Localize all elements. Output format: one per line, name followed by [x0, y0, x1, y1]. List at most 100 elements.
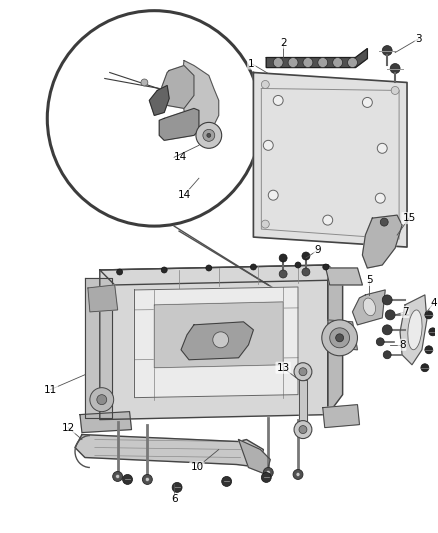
Text: 4: 4 — [431, 298, 437, 308]
Circle shape — [318, 58, 328, 68]
Circle shape — [206, 265, 212, 271]
Text: 14: 14 — [174, 152, 187, 162]
Circle shape — [323, 215, 333, 225]
Circle shape — [382, 325, 392, 335]
Text: 10: 10 — [191, 463, 204, 472]
Polygon shape — [159, 108, 199, 140]
Circle shape — [123, 474, 133, 484]
Polygon shape — [88, 285, 118, 312]
Polygon shape — [400, 295, 427, 365]
Circle shape — [116, 474, 120, 479]
Circle shape — [251, 264, 256, 270]
Polygon shape — [239, 440, 270, 474]
Circle shape — [383, 351, 391, 359]
Circle shape — [261, 472, 271, 482]
Polygon shape — [100, 265, 328, 419]
Polygon shape — [353, 290, 385, 325]
Text: 2: 2 — [280, 38, 286, 47]
Ellipse shape — [363, 298, 375, 316]
Circle shape — [376, 338, 384, 346]
Ellipse shape — [408, 310, 422, 350]
Circle shape — [97, 394, 107, 405]
Circle shape — [294, 421, 312, 439]
Circle shape — [296, 472, 300, 477]
Polygon shape — [100, 265, 343, 285]
Polygon shape — [328, 265, 343, 415]
Circle shape — [348, 58, 357, 68]
Polygon shape — [80, 411, 131, 433]
Polygon shape — [299, 379, 307, 422]
Text: 9: 9 — [314, 245, 321, 255]
Circle shape — [203, 130, 215, 141]
Text: 15: 15 — [403, 213, 416, 223]
Circle shape — [113, 472, 123, 481]
Circle shape — [322, 320, 357, 356]
Polygon shape — [85, 278, 112, 417]
Polygon shape — [328, 320, 357, 350]
Polygon shape — [181, 322, 254, 360]
Text: 5: 5 — [366, 275, 373, 285]
Circle shape — [273, 58, 283, 68]
Polygon shape — [75, 434, 263, 467]
Text: 8: 8 — [399, 340, 406, 350]
Circle shape — [425, 311, 433, 319]
Polygon shape — [326, 268, 362, 285]
Text: 6: 6 — [171, 495, 177, 504]
Circle shape — [362, 98, 372, 108]
Circle shape — [261, 220, 269, 228]
Circle shape — [391, 226, 399, 234]
Circle shape — [293, 470, 303, 480]
Circle shape — [263, 140, 273, 150]
Polygon shape — [134, 287, 298, 398]
Circle shape — [391, 86, 399, 94]
Circle shape — [273, 95, 283, 106]
Circle shape — [142, 474, 152, 484]
Circle shape — [302, 252, 310, 260]
Circle shape — [390, 63, 400, 74]
Circle shape — [380, 218, 388, 226]
Circle shape — [161, 267, 167, 273]
Circle shape — [47, 11, 261, 226]
Text: 11: 11 — [44, 385, 57, 394]
Circle shape — [377, 143, 387, 154]
Circle shape — [302, 268, 310, 276]
Text: 14: 14 — [177, 190, 191, 200]
Circle shape — [375, 193, 385, 203]
Polygon shape — [181, 61, 219, 131]
Circle shape — [421, 364, 429, 372]
Circle shape — [279, 270, 287, 278]
Polygon shape — [266, 49, 367, 68]
Circle shape — [382, 46, 392, 55]
Circle shape — [385, 310, 395, 320]
Circle shape — [261, 80, 269, 88]
Circle shape — [333, 58, 343, 68]
Polygon shape — [362, 215, 402, 268]
Polygon shape — [154, 302, 283, 368]
Text: 1: 1 — [248, 59, 255, 69]
Circle shape — [207, 133, 211, 138]
Circle shape — [145, 478, 149, 481]
Circle shape — [288, 58, 298, 68]
Text: 3: 3 — [416, 34, 422, 44]
Polygon shape — [149, 85, 169, 116]
Circle shape — [295, 262, 301, 268]
Circle shape — [268, 190, 278, 200]
Circle shape — [172, 482, 182, 492]
Circle shape — [323, 264, 329, 270]
Text: 13: 13 — [276, 363, 290, 373]
Circle shape — [279, 254, 287, 262]
Circle shape — [382, 295, 392, 305]
Circle shape — [222, 477, 232, 487]
Circle shape — [117, 269, 123, 275]
Circle shape — [299, 368, 307, 376]
Circle shape — [336, 334, 343, 342]
Circle shape — [266, 471, 270, 474]
Text: 7: 7 — [402, 307, 408, 317]
Polygon shape — [323, 405, 360, 427]
Circle shape — [213, 332, 229, 348]
Circle shape — [429, 328, 437, 336]
Circle shape — [263, 467, 273, 478]
Circle shape — [330, 328, 350, 348]
Circle shape — [303, 58, 313, 68]
Circle shape — [299, 425, 307, 433]
